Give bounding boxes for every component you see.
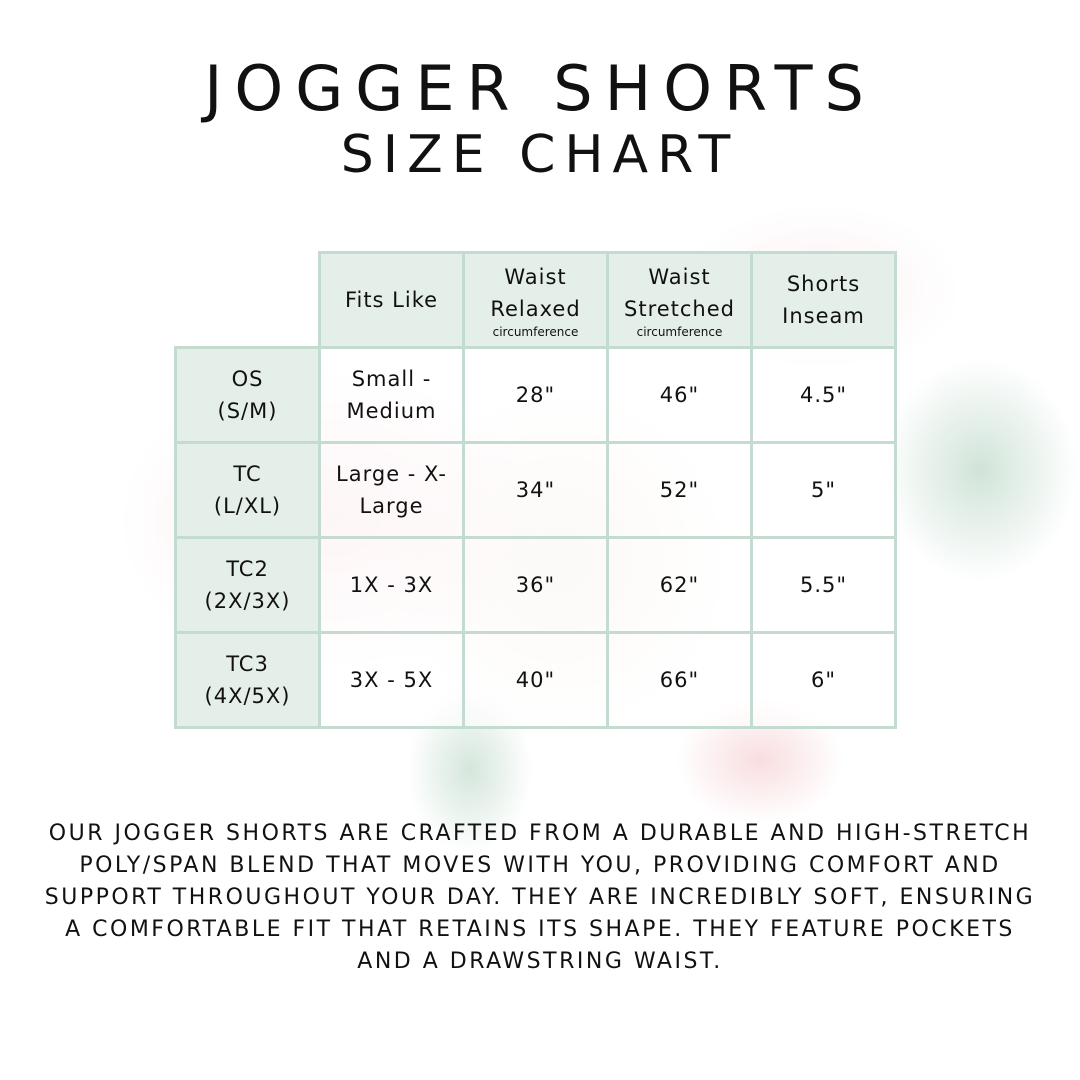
waist-relaxed-cell: 28" [462, 346, 609, 444]
inseam-cell-text: 4.5" [799, 383, 848, 407]
header-fits-like: Fits Like [318, 251, 465, 349]
fits-like-cell-text: 3X - 5X [349, 668, 434, 692]
product-description: Our jogger shorts are crafted from a dur… [44, 821, 1036, 974]
inseam-cell-text: 6" [810, 668, 837, 692]
table-row: TC2 (2X/3X) 1X - 3X 36" 62" 5.5" [174, 536, 897, 634]
size-cell: OS (S/M) [174, 346, 321, 444]
fits-like-cell: 1X - 3X [318, 536, 465, 634]
fits-like-cell: 3X - 5X [318, 631, 465, 729]
empty-corner-cell [176, 253, 320, 348]
size-cell-text: TC [233, 462, 262, 486]
waist-stretched-cell: 52" [606, 441, 753, 539]
header-row: Fits Like Waist Relaxed circumference Wai… [176, 251, 897, 349]
waist-relaxed-cell-text: 36" [515, 573, 556, 597]
page-title: Jogger Shorts [204, 52, 876, 125]
header-waist-relaxed: Waist Relaxed circumference [462, 251, 609, 349]
waist-relaxed-cell: 36" [462, 536, 609, 634]
size-chart-table: Fits Like Waist Relaxed circumference Wai… [174, 251, 897, 729]
header-label: Fits Like [344, 288, 439, 312]
header-label: Shorts Inseam [782, 272, 865, 328]
waist-relaxed-cell-text: 28" [515, 383, 556, 407]
size-cell-text: OS [231, 367, 264, 391]
size-cell-text: (4X/5X) [204, 684, 291, 708]
inseam-cell-text: 5.5" [799, 573, 848, 597]
size-cell: TC3 (4X/5X) [174, 631, 321, 729]
page-subtitle: Size Chart [340, 125, 740, 185]
table-row: TC (L/XL) Large - X-Large 34" 52" 5" [174, 441, 897, 539]
size-cell-text: (2X/3X) [204, 589, 291, 613]
inseam-cell: 5" [750, 441, 897, 539]
waist-relaxed-cell: 34" [462, 441, 609, 539]
fits-like-cell-text: Small - Medium [346, 367, 437, 423]
waist-relaxed-cell: 40" [462, 631, 609, 729]
waist-stretched-cell: 46" [606, 346, 753, 444]
table-row: TC3 (4X/5X) 3X - 5X 40" 66" 6" [174, 631, 897, 729]
waist-stretched-cell-text: 52" [659, 478, 700, 502]
header-inseam: Shorts Inseam [750, 251, 897, 349]
fits-like-cell: Small - Medium [318, 346, 465, 444]
inseam-cell: 5.5" [750, 536, 897, 634]
table-row: OS (S/M) Small - Medium 28" 46" 4.5" [174, 346, 897, 444]
size-cell-text: (S/M) [217, 399, 278, 423]
inseam-cell: 4.5" [750, 346, 897, 444]
waist-stretched-cell: 62" [606, 536, 753, 634]
inseam-cell: 6" [750, 631, 897, 729]
fits-like-cell-text: Large - X-Large [336, 462, 447, 518]
waist-stretched-cell-text: 62" [659, 573, 700, 597]
size-cell-text: TC2 [226, 557, 269, 581]
waist-stretched-cell-text: 46" [659, 383, 700, 407]
header-label: Waist Stretched [624, 265, 735, 321]
header-sublabel: circumference [636, 325, 723, 339]
waist-relaxed-cell-text: 40" [515, 668, 556, 692]
header-label: Waist Relaxed [490, 265, 581, 321]
waist-stretched-cell-text: 66" [659, 668, 700, 692]
waist-relaxed-cell-text: 34" [515, 478, 556, 502]
fits-like-cell-text: 1X - 3X [349, 573, 434, 597]
size-cell: TC (L/XL) [174, 441, 321, 539]
size-cell-text: TC3 [226, 652, 269, 676]
header-waist-stretched: Waist Stretched circumference [606, 251, 753, 349]
header-sublabel: circumference [492, 325, 579, 339]
fits-like-cell: Large - X-Large [318, 441, 465, 539]
size-cell: TC2 (2X/3X) [174, 536, 321, 634]
waist-stretched-cell: 66" [606, 631, 753, 729]
inseam-cell-text: 5" [810, 478, 837, 502]
size-cell-text: (L/XL) [213, 494, 282, 518]
